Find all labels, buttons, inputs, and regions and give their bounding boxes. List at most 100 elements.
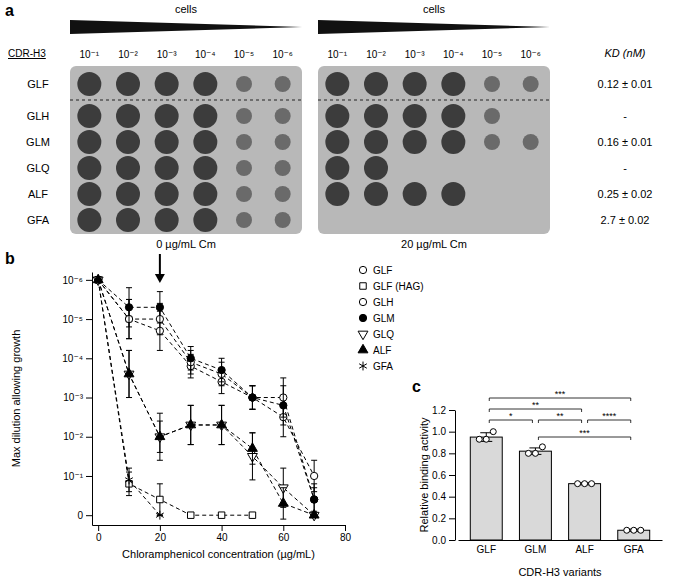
tick-label: 10⁻² [63,431,83,442]
arrow-head [155,274,165,283]
tick-mark [160,525,161,531]
bar [519,451,551,540]
replicate-point [575,481,581,487]
tick-label: 20 [155,532,167,543]
tick: 10⁻⁶ [62,275,92,286]
legend-label: ALF [373,345,391,356]
tick-mark [86,476,92,477]
point [280,402,287,409]
legend-label: GFA [373,361,393,372]
tick-mark [449,497,455,498]
error-bar-cap [249,464,255,465]
error-bar-cap [157,483,163,484]
tick-mark [86,358,92,359]
spot [441,130,465,154]
error-bar-cap [219,405,225,406]
axis: 020406080 [93,525,352,543]
tick-mark [86,515,92,516]
error-bar-cap [126,397,132,398]
tick-mark [222,525,223,531]
significance-label: *** [555,389,566,399]
tick: 10⁻⁵ [62,314,92,325]
error-bar-cap [219,358,225,359]
tick-label: GFA [624,544,644,555]
point [156,511,164,520]
legend-marker [359,314,366,321]
error-bar [219,358,225,382]
spot-panel: CDR-H3GLFGLHGLMGLQALFGFAKD (nM)0.12 ± 0.… [8,3,652,250]
row-label: ALF [28,188,48,200]
spot [77,182,101,206]
row-header: CDR-H3 [8,48,46,59]
error-bar-cap [249,409,255,410]
significance-label: ** [556,411,564,421]
error-bar-cap [219,405,225,406]
replicate-point [532,450,538,456]
point [157,496,163,502]
point [310,496,317,503]
axis-line [92,273,93,526]
dilution-label: 10⁻⁶ [520,49,541,60]
error-bar-cap [157,350,163,351]
error-bar-cap [157,334,163,335]
separator [70,100,302,101]
error-bar-cap [157,421,163,422]
point [217,419,227,428]
spot [403,104,427,128]
error-bar [280,386,286,425]
legend-label: GLQ [373,329,394,340]
tick: 10⁻² [63,431,92,442]
point [310,472,317,479]
error-bar-cap [249,409,255,410]
spot [403,182,427,206]
error-bar-cap [280,385,286,386]
spot [236,186,252,202]
tick: 1.0 [432,426,455,437]
point [187,512,193,518]
series-line [98,280,252,515]
tick-label: 60 [278,532,290,543]
point [155,431,165,440]
tick: 0.2 [432,513,455,524]
point [125,475,133,484]
y-axis-title: Relative binding activity [418,417,430,532]
error-bar-cap [126,338,132,339]
tick-mark [449,432,455,433]
axis: GLFGLMALFGFA [459,540,663,555]
error-bar-cap [157,452,163,453]
spot [325,182,349,206]
tick-label: 10⁻⁶ [62,275,83,286]
error-bar-cap [188,370,194,371]
tick-label: 10⁻⁵ [62,314,83,325]
dilution-label: 10⁻⁵ [482,49,503,60]
tick: GLF [477,540,496,555]
spot [193,182,217,206]
error-bar-cap [219,444,225,445]
point [218,366,225,373]
x-axis-title: CDR-H3 variants [518,566,602,578]
error-bar [126,472,132,496]
error-bar-cap [280,436,286,437]
tick-label: GLM [525,544,547,555]
tick-mark [86,398,92,399]
error-bar-cap [157,460,163,461]
tick-label: 0 [77,510,83,521]
separator [318,100,550,101]
legend-marker [359,266,366,273]
tick-mark [449,453,455,454]
error-bar-cap [188,377,194,378]
spot [364,156,388,180]
spot [236,212,252,228]
dilution-label: 10⁻¹ [79,49,99,60]
point [249,512,255,518]
error-bar [249,386,255,410]
spot [116,104,140,128]
spot [193,104,217,128]
error-bar [249,386,255,410]
point [248,443,258,452]
spot [484,134,500,150]
replicate-point [638,527,644,533]
arrow-shaft [159,254,161,276]
spot [155,130,179,154]
error-bar-cap [126,495,132,496]
